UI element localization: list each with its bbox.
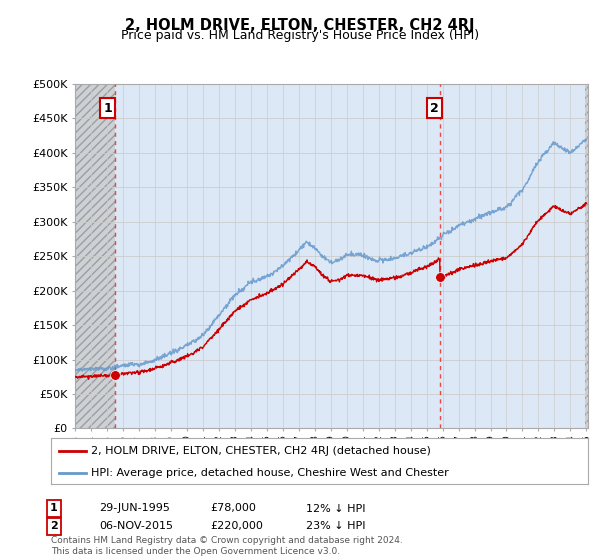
Text: 23% ↓ HPI: 23% ↓ HPI xyxy=(306,521,365,531)
Text: 2: 2 xyxy=(430,101,439,115)
Text: 2, HOLM DRIVE, ELTON, CHESTER, CH2 4RJ: 2, HOLM DRIVE, ELTON, CHESTER, CH2 4RJ xyxy=(125,18,475,33)
Text: 2, HOLM DRIVE, ELTON, CHESTER, CH2 4RJ (detached house): 2, HOLM DRIVE, ELTON, CHESTER, CH2 4RJ (… xyxy=(91,446,431,456)
Text: 1: 1 xyxy=(50,503,58,514)
Text: 12% ↓ HPI: 12% ↓ HPI xyxy=(306,503,365,514)
Text: £78,000: £78,000 xyxy=(210,503,256,514)
Text: 06-NOV-2015: 06-NOV-2015 xyxy=(99,521,173,531)
Text: Contains HM Land Registry data © Crown copyright and database right 2024.
This d: Contains HM Land Registry data © Crown c… xyxy=(51,536,403,556)
Text: HPI: Average price, detached house, Cheshire West and Chester: HPI: Average price, detached house, Ches… xyxy=(91,468,449,478)
Text: 29-JUN-1995: 29-JUN-1995 xyxy=(99,503,170,514)
Text: £220,000: £220,000 xyxy=(210,521,263,531)
Text: 1: 1 xyxy=(104,101,112,115)
Text: Price paid vs. HM Land Registry's House Price Index (HPI): Price paid vs. HM Land Registry's House … xyxy=(121,29,479,42)
Text: 2: 2 xyxy=(50,521,58,531)
